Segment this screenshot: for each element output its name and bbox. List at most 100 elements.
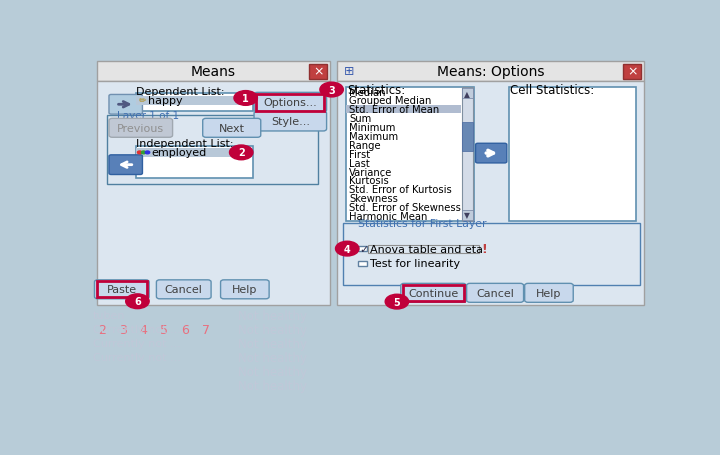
Circle shape [230, 146, 253, 161]
Text: Cancel: Cancel [165, 285, 203, 295]
Text: ✓: ✓ [359, 244, 369, 254]
Text: 5: 5 [161, 323, 168, 336]
Text: ×: × [627, 66, 638, 79]
Text: Grouped Median: Grouped Median [349, 96, 431, 106]
Text: Dependent List:: Dependent List: [136, 86, 225, 96]
FancyBboxPatch shape [94, 280, 149, 299]
Text: Means: Means [191, 65, 236, 79]
Text: Currently not ...: Currently not ... [93, 339, 181, 349]
Bar [509, 88, 636, 221]
Circle shape [126, 294, 149, 309]
Text: Std. Error of Skewness: Std. Error of Skewness [349, 203, 461, 212]
Text: Style...: Style... [271, 117, 310, 127]
Text: Next: Next [219, 124, 245, 133]
Text: Layer 1 of 1: Layer 1 of 1 [117, 111, 179, 121]
Bar [136, 93, 253, 112]
Text: Means: Options: Means: Options [437, 65, 544, 79]
Bar [256, 95, 324, 111]
FancyBboxPatch shape [220, 280, 269, 299]
Text: Median: Median [349, 87, 385, 97]
Bar [462, 89, 473, 99]
Circle shape [145, 152, 150, 154]
Text: Previous: Previous [117, 124, 164, 133]
FancyBboxPatch shape [109, 156, 143, 175]
Text: Skewness: Skewness [349, 194, 397, 204]
Text: Not healthy: Not healthy [238, 365, 307, 378]
Bar [96, 82, 330, 305]
Bar [337, 61, 644, 82]
FancyBboxPatch shape [156, 280, 211, 299]
Text: 3: 3 [119, 323, 127, 336]
Circle shape [385, 294, 409, 309]
Text: 2: 2 [99, 323, 107, 336]
Text: Test for linearity: Test for linearity [370, 259, 460, 269]
Text: ▼: ▼ [464, 211, 470, 220]
FancyBboxPatch shape [467, 284, 523, 303]
Text: Help: Help [536, 288, 562, 298]
Text: Not healthy: Not healthy [238, 379, 307, 392]
Text: Sum: Sum [349, 114, 372, 124]
Circle shape [320, 83, 343, 98]
Circle shape [336, 242, 359, 257]
Bar [403, 285, 464, 301]
Text: Variance: Variance [349, 167, 392, 177]
Text: 6: 6 [181, 323, 189, 336]
Text: Maximum: Maximum [349, 131, 398, 142]
Text: Std. Error of Mean: Std. Error of Mean [349, 105, 439, 115]
Text: 4: 4 [344, 244, 351, 254]
FancyBboxPatch shape [254, 112, 327, 131]
Bar [310, 65, 327, 80]
Bar [107, 116, 318, 184]
Text: tuben: tuben [93, 311, 125, 321]
Text: happy: happy [148, 96, 183, 106]
FancyBboxPatch shape [109, 119, 173, 138]
Text: Options...: Options... [264, 98, 318, 108]
Text: Cell Statistics:: Cell Statistics: [510, 84, 595, 97]
Circle shape [138, 152, 142, 154]
Text: Currently not ...: Currently not ... [93, 353, 181, 363]
Bar [359, 261, 367, 267]
Text: Currently not ...: Currently not ... [93, 324, 181, 334]
Text: Not healthy: Not healthy [238, 337, 307, 350]
Text: Help: Help [232, 285, 258, 295]
Bar [462, 210, 473, 221]
Bar [136, 147, 253, 179]
Bar [136, 148, 253, 157]
Text: Std. Error of Kurtosis: Std. Error of Kurtosis [349, 185, 451, 195]
Text: !: ! [481, 243, 487, 256]
Bar [462, 88, 473, 221]
Text: Not healthy: Not healthy [238, 351, 307, 364]
Text: Statistics:: Statistics: [347, 84, 405, 97]
Bar [96, 61, 330, 82]
Text: Continue: Continue [408, 288, 459, 298]
Bar [136, 96, 253, 106]
Text: Statistics for First Layer: Statistics for First Layer [359, 218, 487, 228]
Text: employed: employed [151, 148, 207, 158]
Text: 6: 6 [134, 297, 141, 307]
Text: Not healthy: Not healthy [238, 323, 307, 336]
Text: Cancel: Cancel [476, 288, 514, 298]
Text: ▲: ▲ [464, 89, 470, 98]
Bar [369, 245, 479, 253]
Bar [343, 223, 639, 286]
Text: 7: 7 [202, 323, 210, 336]
Text: 4: 4 [140, 323, 148, 336]
Text: First: First [349, 149, 370, 159]
Text: 3: 3 [328, 86, 335, 96]
FancyBboxPatch shape [254, 93, 327, 113]
Bar [337, 82, 644, 305]
FancyBboxPatch shape [401, 284, 466, 303]
FancyBboxPatch shape [525, 284, 573, 303]
Bar [462, 122, 473, 152]
Text: 1: 1 [243, 94, 249, 104]
Circle shape [141, 152, 145, 154]
Text: ×: × [313, 66, 323, 79]
Bar [96, 282, 147, 298]
FancyBboxPatch shape [476, 144, 507, 163]
Bar [346, 106, 461, 114]
FancyBboxPatch shape [203, 119, 261, 138]
Text: Range: Range [349, 141, 381, 151]
Bar [624, 65, 642, 80]
Text: Anova table and eta: Anova table and eta [370, 244, 483, 254]
FancyBboxPatch shape [109, 95, 143, 115]
